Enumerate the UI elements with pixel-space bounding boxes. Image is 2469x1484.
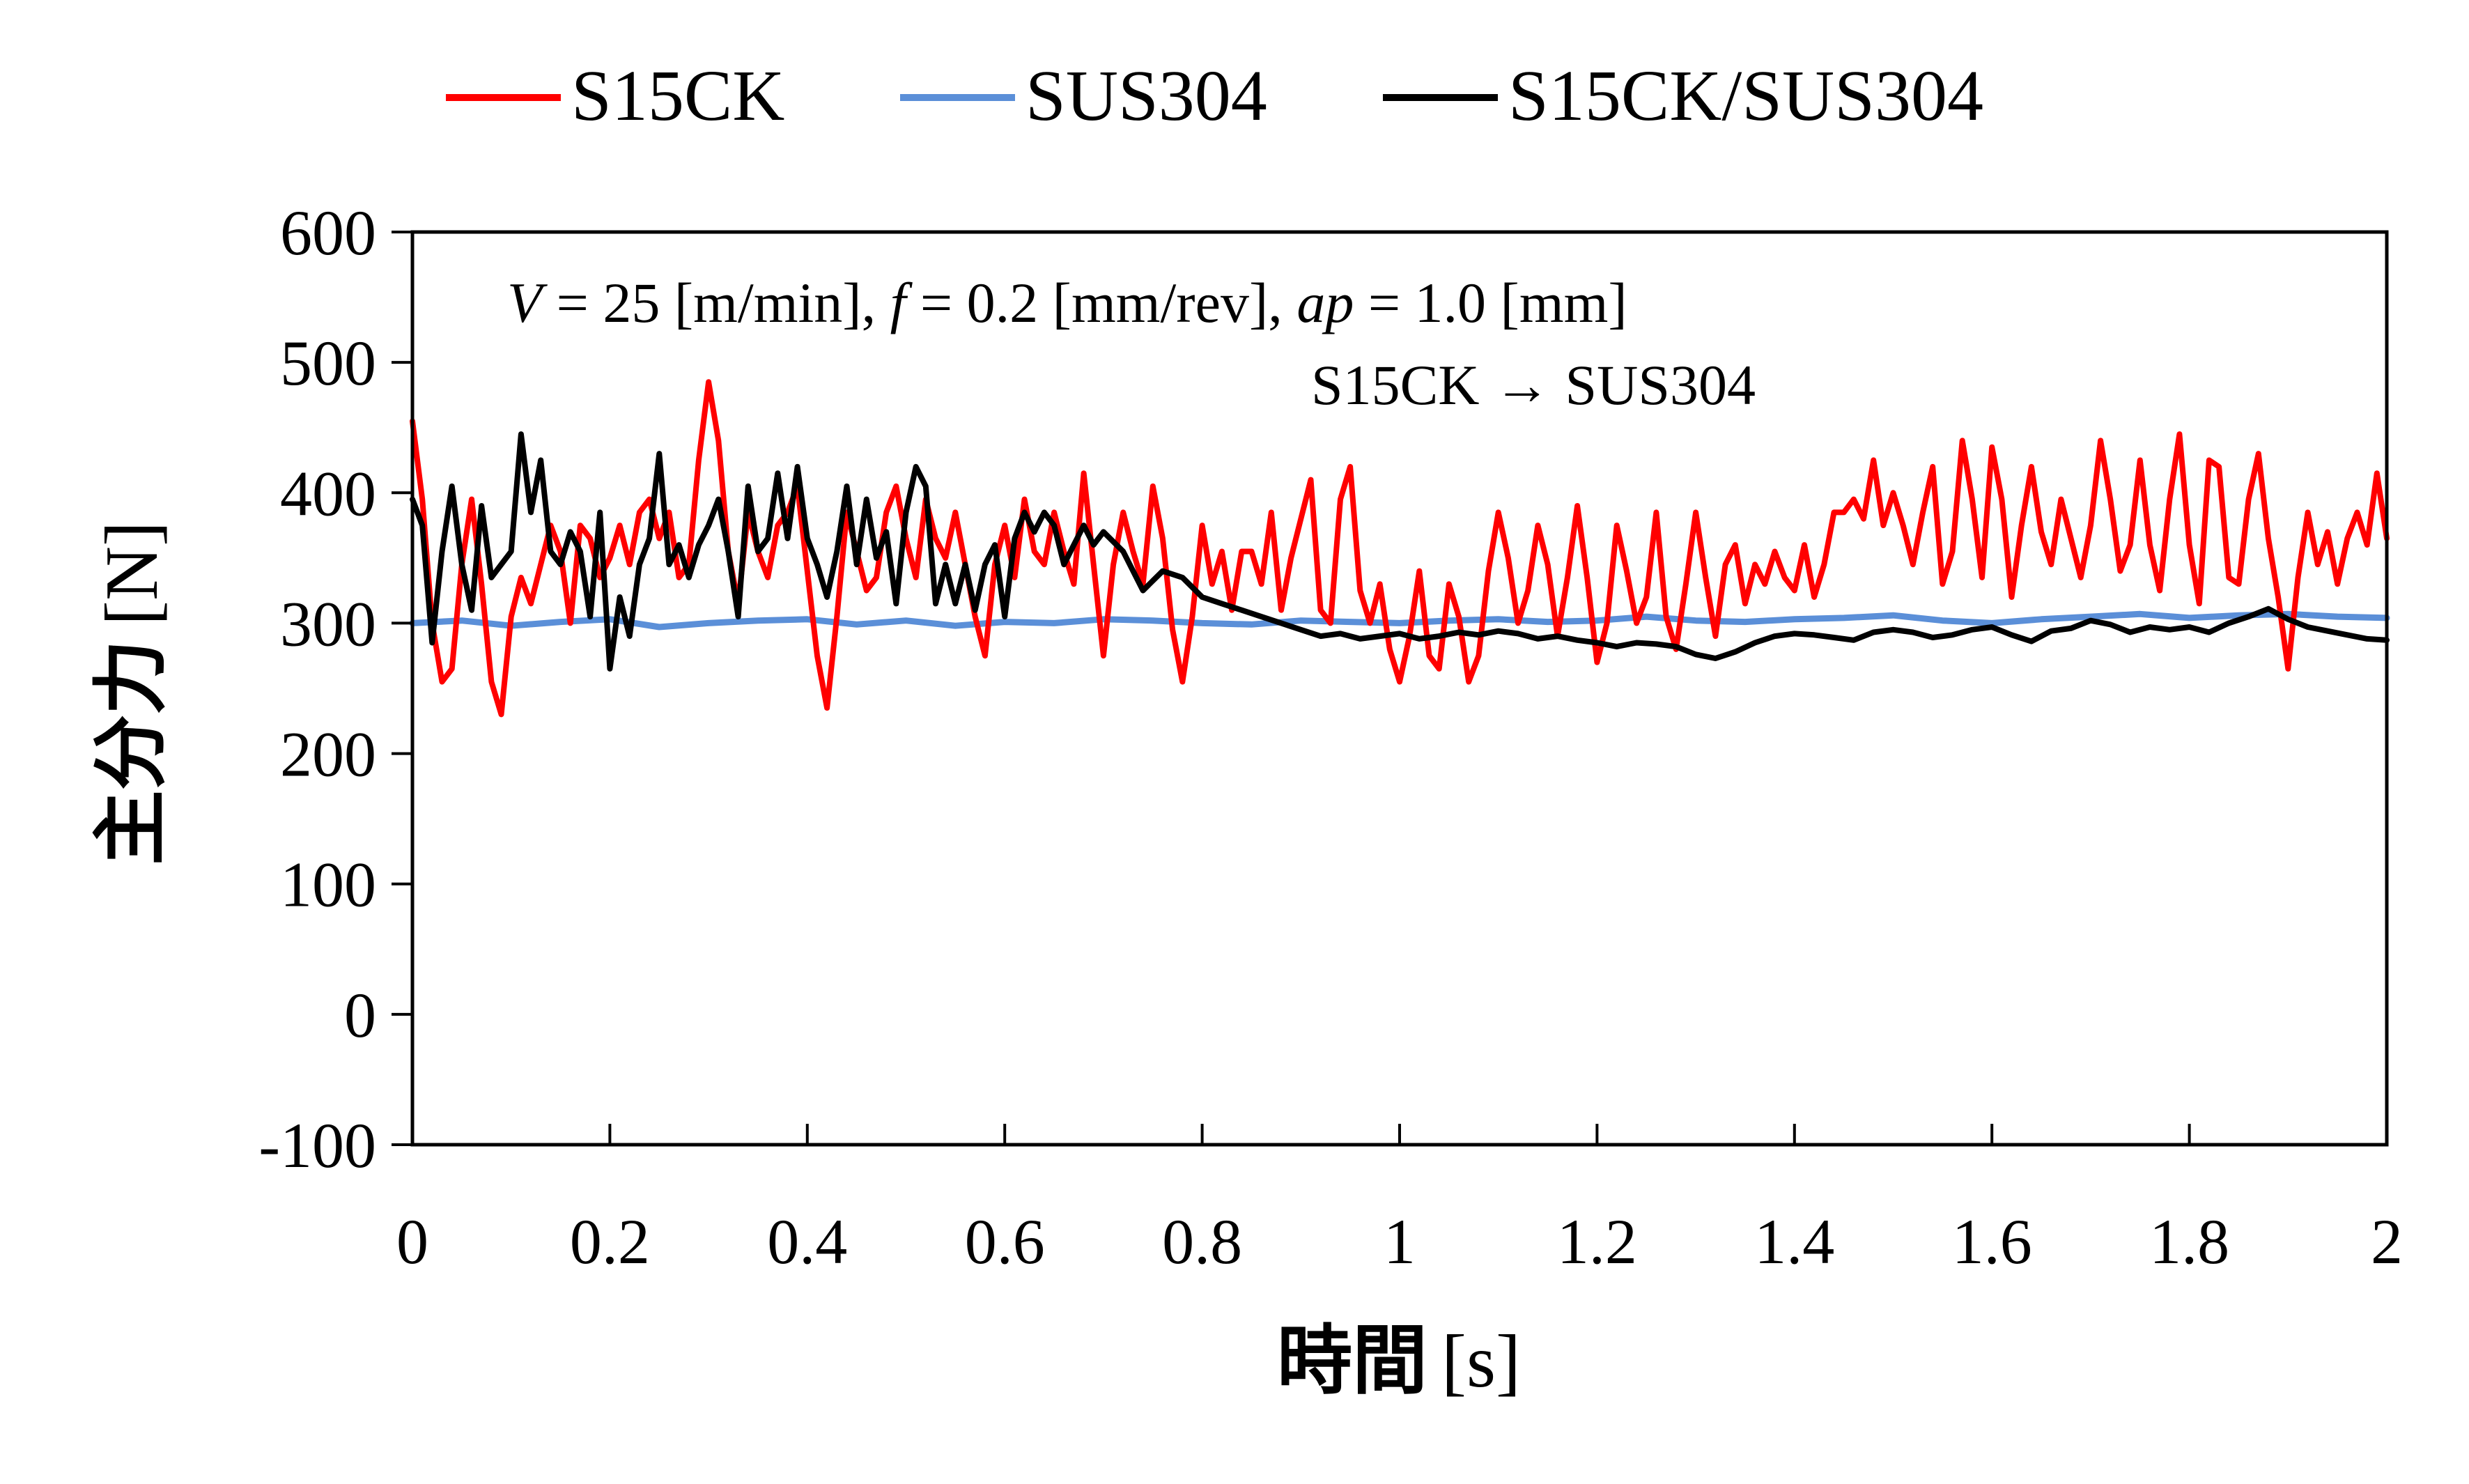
series-line-sus304 — [409, 610, 2390, 631]
y-tick-label: 200 — [280, 719, 376, 790]
x-axis: 0 0.2 0.4 0.6 0.8 1 1.2 1.4 1.6 1.8 2 — [396, 1124, 2403, 1277]
x-tick-label: 1.8 — [2149, 1206, 2229, 1277]
legend: S15CK SUS304 S15CK/SUS304 — [446, 56, 1983, 136]
legend-label: SUS304 — [1025, 56, 1267, 136]
x-tick-label: 1.2 — [1557, 1206, 1637, 1277]
y-axis-title-unit: [N] — [91, 521, 173, 626]
y-tick-label: 600 — [280, 197, 376, 268]
x-axis-title-unit: [s] — [1441, 1320, 1521, 1403]
legend-item: S15CK/SUS304 — [1383, 56, 1983, 136]
y-axis-title-name: 主分力 — [88, 640, 175, 865]
y-axis-title: 主分力 [N] — [88, 521, 175, 865]
legend-item: SUS304 — [900, 56, 1267, 136]
x-tick-label: 0.8 — [1162, 1206, 1242, 1277]
legend-label: S15CK — [571, 56, 784, 136]
y-tick-label: 400 — [280, 458, 376, 529]
conditions-annotation: V = 25 [m/min], f = 0.2 [mm/rev], ap = 1… — [507, 271, 1627, 334]
v-value: = 25 [m/min], — [542, 271, 890, 334]
y-tick-label: 100 — [280, 849, 376, 920]
x-tick-label: 1 — [1384, 1206, 1416, 1277]
x-tick-label: 0 — [396, 1206, 428, 1277]
ap-value: = 1.0 [mm] — [1354, 271, 1627, 334]
v-symbol: V — [507, 271, 548, 334]
y-axis: -100 0 100 200 300 400 500 600 — [258, 197, 412, 1181]
x-tick-label: 0.2 — [570, 1206, 650, 1277]
x-tick-label: 0.4 — [767, 1206, 847, 1277]
y-tick-label: 300 — [280, 588, 376, 659]
y-tick-label: -100 — [258, 1110, 376, 1181]
x-tick-label: 1.4 — [1754, 1206, 1834, 1277]
series-line-s15ck — [410, 379, 2390, 718]
x-axis-title-name: 時間 — [1277, 1317, 1427, 1405]
series-line-s15ck-sus304 — [410, 431, 2390, 672]
x-axis-title: 時間 [s] — [1277, 1317, 1521, 1405]
x-tick-label: 0.6 — [965, 1206, 1045, 1277]
f-value: = 0.2 [mm/rev], — [906, 271, 1297, 334]
y-tick-label: 500 — [280, 327, 376, 399]
x-tick-label: 1.6 — [1952, 1206, 2032, 1277]
y-tick-label: 0 — [344, 980, 376, 1051]
ap-symbol: ap — [1297, 271, 1354, 334]
legend-item: S15CK — [446, 56, 784, 136]
legend-label: S15CK/SUS304 — [1508, 56, 1983, 136]
transition-annotation: S15CK → SUS304 — [1311, 353, 1756, 417]
x-tick-label: 2 — [2371, 1206, 2403, 1277]
series-layer — [409, 379, 2390, 718]
